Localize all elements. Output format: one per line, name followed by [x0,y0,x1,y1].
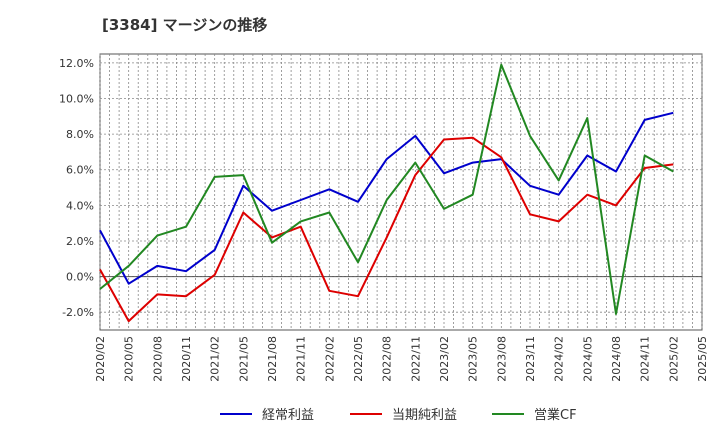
legend-label-2: 営業CF [534,407,577,423]
x-tick-label: 2024/05 [581,336,594,382]
y-tick-label: 6.0% [66,164,94,177]
x-tick-label: 2024/11 [639,336,652,382]
series-line-2 [99,63,674,315]
x-tick-label: 2021/05 [237,336,250,382]
y-tick-label: 8.0% [66,128,94,141]
y-tick-label: 0.0% [66,271,94,284]
x-tick-label: 2022/02 [323,336,336,382]
x-tick-label: 2023/02 [438,336,451,382]
x-tick-label: 2020/08 [151,336,164,382]
series-line-1 [99,136,674,323]
y-tick-label: 12.0% [59,57,94,70]
y-tick-label: 4.0% [66,199,94,212]
x-tick-label: 2025/05 [696,336,709,382]
x-tick-label: 2022/05 [352,336,365,382]
x-tick-label: 2020/05 [123,336,136,382]
x-tick-label: 2025/02 [667,336,680,382]
x-tick-label: 2020/11 [180,336,193,382]
x-tick-label: 2020/02 [94,336,107,382]
x-tick-label: 2024/02 [553,336,566,382]
series-lines [99,63,674,323]
x-axis-ticks: 2020/02 2020/05 2020/08 2020/11 2021/02 2021/… [94,336,709,382]
y-tick-label: -2.0% [62,306,94,319]
grid-lines [99,54,703,330]
legend: 経常利益 当期純利益 営業CF [220,407,577,423]
series-line-0 [99,111,674,285]
x-tick-label: 2023/11 [524,336,537,382]
x-tick-label: 2021/11 [295,336,308,382]
x-tick-label: 2023/05 [467,336,480,382]
x-tick-label: 2022/08 [381,336,394,382]
legend-label-0: 経常利益 [262,408,314,423]
x-tick-label: 2021/08 [266,336,279,382]
y-axis-ticks: 12.0% 10.0% 8.0% 6.0% 4.0% 2.0% 0.0% -2.0% [59,57,94,319]
x-tick-label: 2023/08 [495,336,508,382]
x-tick-label: 2022/11 [409,336,422,382]
x-tick-label: 2024/08 [610,336,623,382]
legend-label-1: 当期純利益 [392,408,457,423]
chart-title: [3384] マージンの推移 [102,16,268,34]
x-tick-label: 2021/02 [209,336,222,382]
y-tick-label: 10.0% [59,93,94,106]
y-tick-label: 2.0% [66,235,94,248]
